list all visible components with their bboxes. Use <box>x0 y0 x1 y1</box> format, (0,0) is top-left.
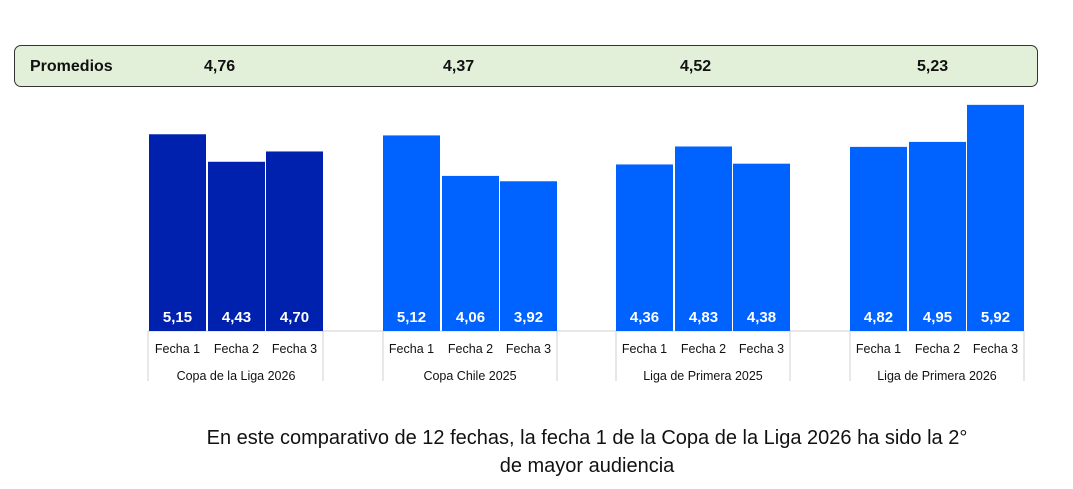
tick-label: Fecha 2 <box>448 342 493 356</box>
tick-label: Fecha 1 <box>389 342 434 356</box>
data-label: 4,38 <box>747 309 776 326</box>
bar <box>733 163 790 331</box>
bar <box>500 181 557 331</box>
promedio-value: 4,76 <box>204 58 236 75</box>
data-label: 4,70 <box>280 309 309 326</box>
data-label: 4,43 <box>222 309 251 326</box>
tick-label: Fecha 2 <box>214 342 259 356</box>
tick-label: Fecha 1 <box>155 342 200 356</box>
data-label: 5,15 <box>163 309 192 326</box>
tick-label: Fecha 1 <box>622 342 667 356</box>
caption-line: de mayor audiencia <box>499 455 675 477</box>
promedios-label: Promedios <box>30 58 113 75</box>
tick-label: Fecha 1 <box>856 342 901 356</box>
group-label: Copa de la Liga 2026 <box>177 369 296 383</box>
data-label: 5,92 <box>981 309 1010 326</box>
data-label: 4,95 <box>923 309 952 326</box>
group-label: Liga de Primera 2025 <box>643 369 763 383</box>
bar <box>149 134 206 331</box>
bar <box>967 104 1024 331</box>
data-label: 4,06 <box>456 309 485 326</box>
group-label: Liga de Primera 2026 <box>877 369 997 383</box>
data-label: 5,12 <box>397 309 426 326</box>
bar <box>850 146 907 331</box>
promedio-value: 4,37 <box>443 58 475 75</box>
tick-label: Fecha 3 <box>739 342 784 356</box>
caption-line: En este comparativo de 12 fechas, la fec… <box>206 427 968 449</box>
bar <box>442 175 499 331</box>
group-label: Copa Chile 2025 <box>423 369 516 383</box>
bar <box>909 141 966 331</box>
data-label: 4,83 <box>689 309 718 326</box>
data-label: 3,92 <box>514 309 543 326</box>
tick-label: Fecha 3 <box>272 342 317 356</box>
caption: En este comparativo de 12 fechas, la fec… <box>140 424 1034 480</box>
tick-label: Fecha 3 <box>506 342 551 356</box>
tick-label: Fecha 3 <box>973 342 1018 356</box>
promedio-value: 4,52 <box>680 58 712 75</box>
promedio-value: 5,23 <box>917 58 949 75</box>
tick-label: Fecha 2 <box>915 342 960 356</box>
promedios-bar: Promedios 4,76 4,37 4,52 5,23 <box>14 45 1038 87</box>
bar <box>266 151 323 331</box>
bar <box>383 135 440 331</box>
data-label: 4,36 <box>630 309 659 326</box>
bar <box>675 146 732 331</box>
data-label: 4,82 <box>864 309 893 326</box>
bar <box>208 161 265 331</box>
tick-label: Fecha 2 <box>681 342 726 356</box>
bar <box>616 164 673 331</box>
